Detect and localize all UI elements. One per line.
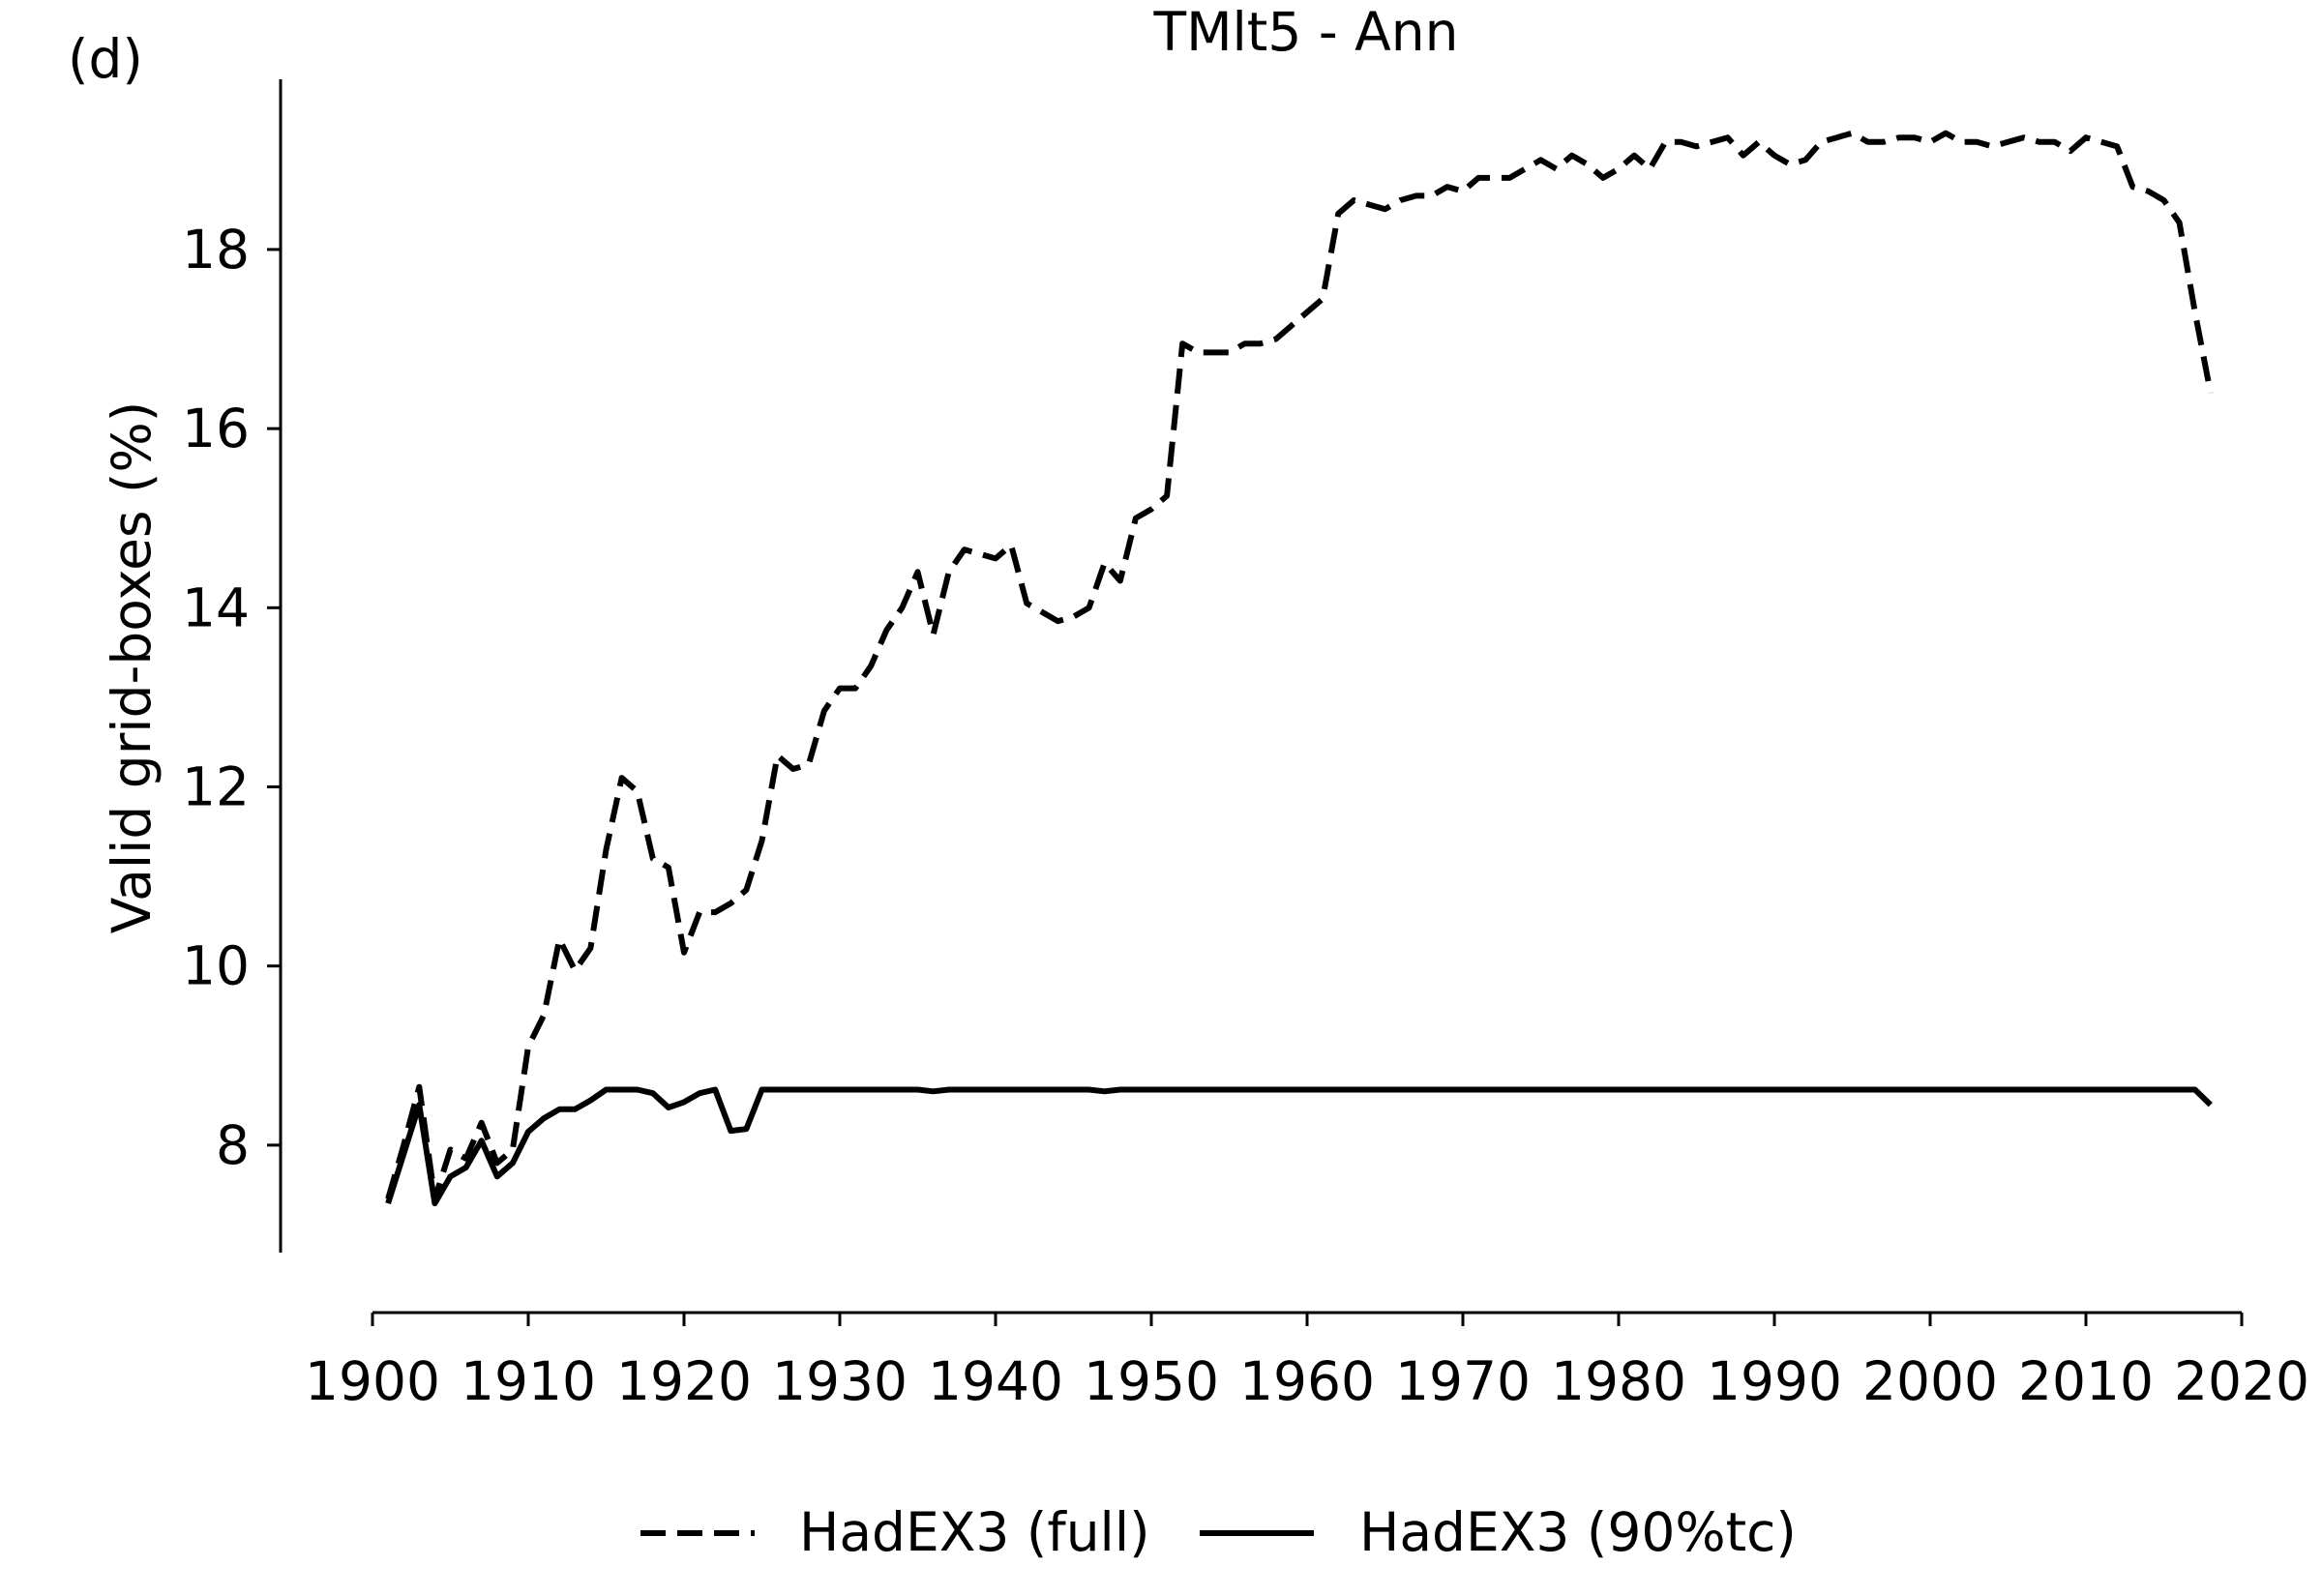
y-tick-label-10: 10 xyxy=(182,935,250,997)
series-line-hadex3-full xyxy=(385,130,2214,1202)
x-tick-label-1960: 1960 xyxy=(1239,1350,1375,1412)
legend-label-hadex3-90tc: HadEX3 (90%tc) xyxy=(1359,1501,1797,1563)
chart-title: TMlt5 - Ann xyxy=(1152,1,1458,63)
x-tick-label-1980: 1980 xyxy=(1551,1350,1686,1412)
y-tick-label-14: 14 xyxy=(182,576,250,638)
x-tick-label-2010: 2010 xyxy=(2018,1350,2154,1412)
legend: HadEX3 (full) HadEX3 (90%tc) xyxy=(640,1501,1797,1563)
y-tick-label-8: 8 xyxy=(216,1114,250,1176)
x-tick-label-2000: 2000 xyxy=(1862,1350,1998,1412)
panel-label: (d) xyxy=(68,28,143,90)
series-line-hadex3-90tc xyxy=(385,1086,2213,1207)
x-tick-label-1920: 1920 xyxy=(616,1350,752,1412)
x-tick-label-1990: 1990 xyxy=(1707,1350,1842,1412)
x-tick-label-1910: 1910 xyxy=(461,1350,596,1412)
y-axis-label: Valid grid-boxes (%) xyxy=(101,401,163,933)
x-tick-label-1950: 1950 xyxy=(1084,1350,1219,1412)
x-ticks: 1900 1910 1920 1930 1940 1950 1960 1970 1980 1990… xyxy=(305,1313,2309,1412)
y-tick-label-12: 12 xyxy=(182,756,250,818)
x-tick-label-1940: 1940 xyxy=(928,1350,1063,1412)
y-tick-label-18: 18 xyxy=(182,219,250,281)
x-tick-label-1900: 1900 xyxy=(305,1350,440,1412)
x-tick-label-2020: 2020 xyxy=(2174,1350,2309,1412)
x-tick-label-1930: 1930 xyxy=(772,1350,908,1412)
legend-label-hadex3-full: HadEX3 (full) xyxy=(799,1501,1150,1563)
x-tick-label-1970: 1970 xyxy=(1395,1350,1531,1412)
y-ticks: 8 10 12 14 16 18 xyxy=(182,219,281,1176)
y-tick-label-16: 16 xyxy=(182,398,250,459)
